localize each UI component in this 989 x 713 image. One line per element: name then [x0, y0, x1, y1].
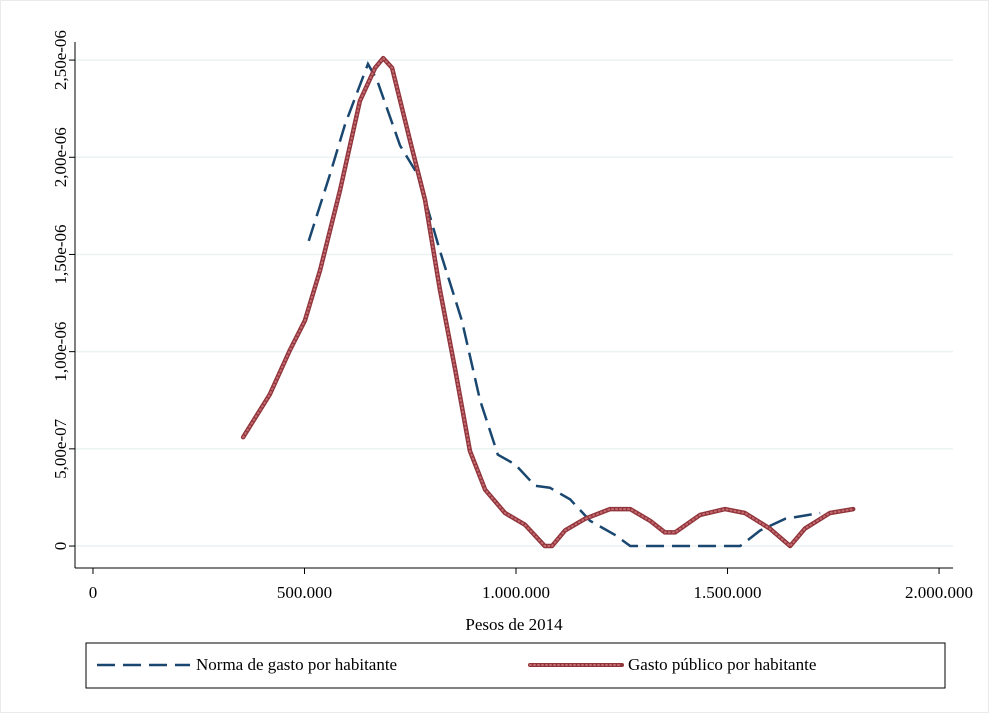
x-tick-label: 1.000.000 — [482, 583, 550, 602]
y-tick-label: 1,50e-06 — [51, 224, 70, 284]
series-line-dots — [242, 56, 855, 548]
y-tick-label: 2,50e-06 — [51, 30, 70, 90]
y-tick-label: 2,00e-06 — [51, 127, 70, 187]
x-axis-title: Pesos de 2014 — [465, 615, 563, 634]
plot-area — [75, 42, 953, 568]
legend — [85, 642, 946, 689]
y-tick-label: 0 — [51, 542, 70, 551]
x-tick-label: 1.500.000 — [694, 583, 762, 602]
y-tick-label: 1,00e-06 — [51, 322, 70, 382]
x-tick-label: 0 — [89, 583, 98, 602]
y-tick-label: 5,00e-07 — [51, 418, 70, 478]
x-tick-label: 500.000 — [277, 583, 332, 602]
x-tick-label: 2.000.000 — [905, 583, 973, 602]
legend-label: Gasto público por habitante — [628, 655, 816, 674]
legend-label: Norma de gasto por habitante — [196, 655, 397, 674]
